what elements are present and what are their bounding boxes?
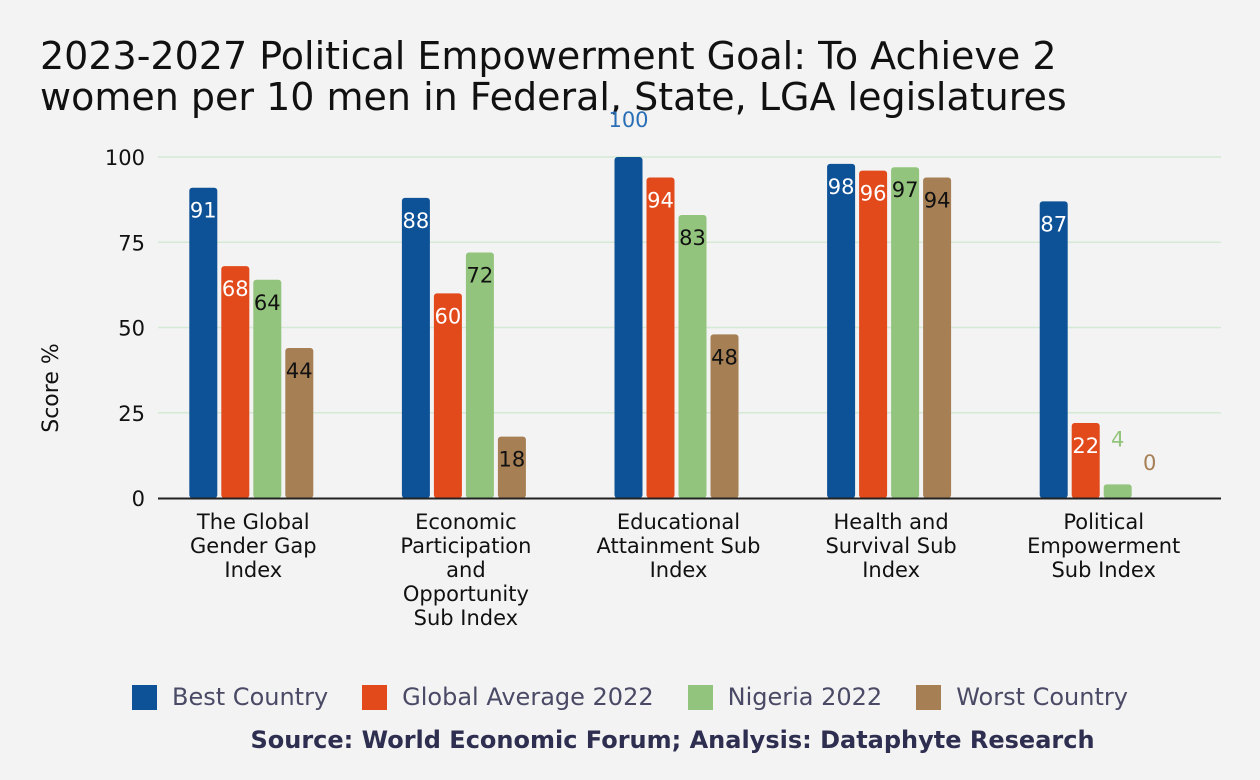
x-category-label: Empowerment bbox=[1027, 534, 1180, 558]
legend-item-nigeria[interactable]: Nigeria 2022 bbox=[687, 683, 883, 711]
legend: Best Country Global Average 2022 Nigeria… bbox=[0, 683, 1260, 711]
x-category-label: Political bbox=[1063, 510, 1144, 534]
bar[interactable] bbox=[465, 252, 494, 498]
bar[interactable] bbox=[189, 187, 218, 498]
bar[interactable] bbox=[710, 334, 739, 498]
x-category-label: Index bbox=[650, 558, 708, 582]
x-category-label: Health and bbox=[834, 510, 949, 534]
legend-label-nigeria: Nigeria 2022 bbox=[727, 683, 883, 711]
bars bbox=[189, 157, 1132, 499]
data-label: 96 bbox=[860, 182, 887, 206]
data-label: 87 bbox=[1040, 212, 1067, 236]
data-label: 4 bbox=[1111, 427, 1124, 451]
data-label: 98 bbox=[828, 175, 855, 199]
bar[interactable] bbox=[401, 197, 430, 499]
y-tick-label: 50 bbox=[118, 317, 145, 341]
bar[interactable] bbox=[1039, 201, 1068, 498]
data-label: 83 bbox=[679, 226, 706, 250]
x-category-label: Opportunity bbox=[403, 582, 529, 606]
data-label: 18 bbox=[499, 448, 526, 472]
legend-label-worst-country: Worst Country bbox=[956, 683, 1128, 711]
data-label: 64 bbox=[254, 291, 281, 315]
data-label: 72 bbox=[467, 263, 494, 287]
legend-item-global-average[interactable]: Global Average 2022 bbox=[362, 683, 654, 711]
x-category-label: Survival Sub bbox=[825, 534, 956, 558]
data-label: 97 bbox=[892, 178, 919, 202]
legend-swatch-worst-country bbox=[916, 684, 942, 710]
chart-title: 2023-2027 Political Empowerment Goal: To… bbox=[40, 36, 1220, 118]
x-category-label: Educational bbox=[617, 510, 740, 534]
data-label: 94 bbox=[647, 188, 674, 212]
bar[interactable] bbox=[221, 266, 250, 498]
data-label: 68 bbox=[222, 277, 249, 301]
data-label: 48 bbox=[711, 345, 738, 369]
data-label: 100 bbox=[608, 108, 648, 132]
data-label: 44 bbox=[286, 359, 313, 383]
bar[interactable] bbox=[1071, 422, 1100, 498]
x-category-label: Sub Index bbox=[1051, 558, 1155, 582]
data-label: 91 bbox=[190, 199, 217, 223]
bar[interactable] bbox=[678, 214, 707, 498]
data-label: 94 bbox=[924, 188, 951, 212]
data-label: 0 bbox=[1143, 451, 1156, 475]
legend-item-worst-country[interactable]: Worst Country bbox=[916, 683, 1128, 711]
bar[interactable] bbox=[827, 163, 856, 498]
bar[interactable] bbox=[859, 170, 888, 498]
y-tick-label: 25 bbox=[118, 402, 145, 426]
chart-title-line-1: 2023-2027 Political Empowerment Goal: To… bbox=[40, 34, 1057, 78]
y-tick-label: 100 bbox=[105, 146, 145, 170]
x-category-label: Economic bbox=[415, 510, 517, 534]
x-category-label: Index bbox=[224, 558, 282, 582]
y-axis-ticks: 0 25 50 75 100 bbox=[105, 146, 145, 511]
bar[interactable] bbox=[285, 347, 314, 498]
bar[interactable] bbox=[1103, 484, 1132, 498]
y-tick-label: 75 bbox=[118, 231, 145, 255]
bar[interactable] bbox=[253, 279, 282, 498]
data-label: 22 bbox=[1072, 434, 1099, 458]
legend-swatch-global-average bbox=[362, 684, 388, 710]
bar[interactable] bbox=[646, 177, 675, 498]
x-category-label: Gender Gap bbox=[190, 534, 317, 558]
x-category-label: The Global bbox=[196, 510, 310, 534]
bar[interactable] bbox=[923, 177, 952, 498]
data-label: 60 bbox=[435, 304, 462, 328]
y-axis-label: Score % bbox=[39, 343, 64, 433]
bar[interactable] bbox=[433, 293, 462, 498]
legend-swatch-nigeria bbox=[687, 684, 713, 710]
x-category-label: Attainment Sub bbox=[596, 534, 760, 558]
legend-label-best-country: Best Country bbox=[172, 683, 329, 711]
bar[interactable] bbox=[891, 167, 920, 499]
legend-swatch-best-country bbox=[132, 684, 158, 710]
x-category-label: and bbox=[446, 558, 486, 582]
x-category-label: Sub Index bbox=[414, 606, 518, 630]
bar[interactable] bbox=[614, 157, 643, 498]
y-tick-label: 0 bbox=[132, 487, 145, 511]
x-category-label: Index bbox=[862, 558, 920, 582]
legend-label-global-average: Global Average 2022 bbox=[402, 683, 654, 711]
bar[interactable] bbox=[497, 436, 526, 498]
chart-title-line-2: women per 10 men in Federal, State, LGA … bbox=[40, 75, 1067, 119]
source-note: Source: World Economic Forum; Analysis: … bbox=[250, 726, 1095, 754]
data-label: 88 bbox=[403, 209, 430, 233]
legend-item-best-country[interactable]: Best Country bbox=[132, 683, 328, 711]
x-category-label: Participation bbox=[400, 534, 531, 558]
